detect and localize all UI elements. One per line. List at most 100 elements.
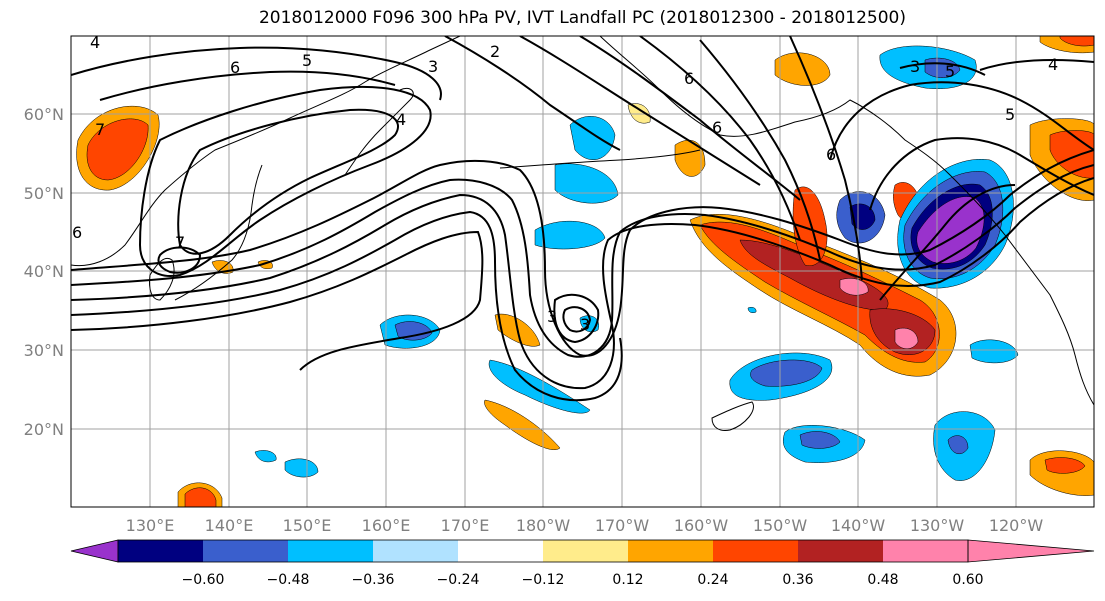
colorbar-swatch [118,540,203,562]
pv-contour-line [177,108,399,255]
coastline-alaska [599,36,1094,406]
coastline-kamchatka [344,87,414,176]
colorbar-swatch [713,540,798,562]
colorbar: −0.60 −0.48 −0.36 −0.24 −0.12 0.12 0.24 … [70,539,1095,588]
colorbar-extend-max [967,539,1095,563]
colorbar-label: 0.60 [952,572,983,588]
pv-contour-line [71,46,442,101]
pv-contour-line [899,62,986,76]
colorbar-outline [117,539,969,563]
pv-contour-line [553,293,600,344]
contour-label: 6 [72,223,82,242]
fill-negative-area [969,339,1019,364]
pv-contour-line [869,137,1094,211]
coastline-hawaii [711,401,754,431]
contour-label: 4 [1048,55,1058,74]
fill-positive-area [627,103,651,124]
pv-contour-line [444,36,621,151]
pv-contours [71,36,1094,402]
fill-negative-area [747,306,757,314]
colorbar-label: −0.12 [522,572,565,588]
contour-label: 4 [90,33,100,52]
lon-label: 130°W [910,516,965,535]
colorbar-extend-min [70,539,119,563]
pv-contour-line [579,36,801,201]
pv-contour-line [979,59,1094,71]
contour-label: 3 [547,307,557,326]
contour-label: 6 [826,145,836,164]
map-frame [70,35,1095,508]
lon-label: 170°W [595,516,650,535]
coastline-asia [71,36,461,267]
pv-contour-line [789,36,863,281]
fill-negative-area [534,220,606,250]
lon-label: 150°E [283,516,332,535]
fill-negative-area [750,359,823,387]
contour-label: 6 [230,58,240,77]
pv-contour-line [71,164,1094,358]
fill-negative-area [284,458,319,478]
fill-positive-area [86,118,149,181]
lat-axis: 60°N 50°N 40°N 30°N 20°N [24,105,64,439]
coastline-japan [174,164,263,301]
colorbar-label: −0.48 [267,572,310,588]
colorbar-label: 0.12 [612,572,643,588]
pv-contour-line [879,184,1016,301]
colorbar-label: 0.24 [697,572,728,588]
colorbar-label: −0.36 [352,572,395,588]
coastlines [71,36,1094,431]
pv-contour-line [519,36,761,186]
contour-label: 2 [490,42,500,61]
lon-label: 130°E [126,516,175,535]
colorbar-swatch [883,540,968,562]
colorbar-swatch [373,540,458,562]
colorbar-label: 0.48 [867,572,898,588]
lon-label: 180°W [516,516,571,535]
contour-label: 4 [396,110,406,129]
fill-positive-area [792,186,828,267]
fill-positive-area [839,278,869,296]
lon-label: 140°W [831,516,886,535]
pv-contour-line [699,39,821,261]
colorbar-swatch [203,540,288,562]
lon-label: 120°W [989,516,1044,535]
contour-label: 3 [428,57,438,76]
pv-contour-line [138,85,432,277]
colorbar-swatch [543,540,628,562]
lon-label: 160°W [674,516,729,535]
contour-label: 3 [910,57,920,76]
lat-label: 60°N [24,105,64,124]
lat-label: 40°N [24,262,64,281]
colorbar-swatch [288,540,373,562]
pv-contour-line [639,36,801,241]
pv-contour-line [562,306,592,333]
contour-label: 6 [712,118,722,137]
fill-positive-area [184,487,217,507]
contour-label: 5 [1005,105,1015,124]
contour-label: 5 [302,51,312,70]
pv-contour-line [99,70,396,101]
contour-label: 3 [580,315,590,334]
colorbar-label: 0.36 [782,572,813,588]
colorbar-label: −0.24 [437,572,480,588]
coastline-aleutians [499,149,701,169]
colorbar-label: −0.60 [182,572,225,588]
lon-label: 140°E [205,516,254,535]
fill-negative-area [947,435,969,455]
lon-axis: 130°E 140°E 150°E 160°E 170°E 180°W 170°… [126,516,1044,535]
lon-label: 160°E [362,516,411,535]
lat-label: 50°N [24,184,64,203]
pv-contour-line [71,230,484,371]
fill-positive-area [774,52,831,86]
fill-positive-area [1044,457,1086,474]
contour-labels: 4 6 5 3 2 4 7 6 7 6 3 3 5 4 5 3 6 6 [72,33,1058,334]
pv-contour-line [71,210,623,402]
pv-contour-line [71,177,1094,390]
fill-positive-area [894,327,919,349]
lon-label: 170°E [441,516,490,535]
contour-label: 7 [95,120,105,139]
contour-label: 6 [684,69,694,88]
fill-negative-area [254,450,277,463]
contour-label: 7 [175,233,185,252]
contour-label: 5 [945,62,955,81]
